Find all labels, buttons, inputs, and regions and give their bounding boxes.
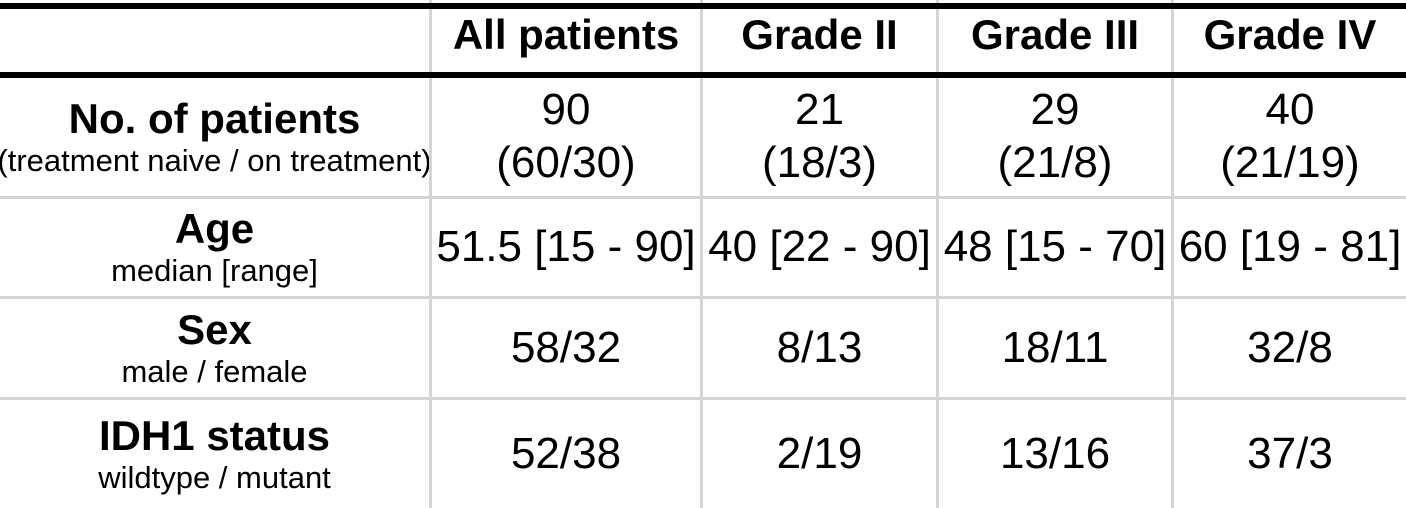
- row-label-main: No. of patients: [68, 94, 361, 142]
- cell-value: 58/32: [510, 322, 622, 372]
- cell-value-line1: 40: [1265, 85, 1315, 135]
- cell-sex-all: 58/32: [429, 296, 700, 397]
- row-label-no-of-patients: No. of patients (treatment naive / on tr…: [0, 78, 432, 196]
- cell-value: 51.5 [15 - 90]: [436, 222, 696, 272]
- row-label-sub: male / female: [121, 353, 308, 389]
- cell-idh1-grade-3: 13/16: [936, 397, 1171, 508]
- cell-value: 40 [22 - 90]: [708, 222, 931, 272]
- header-bottom-rule: [0, 72, 1406, 78]
- row-label-sex: Sex male / female: [0, 296, 429, 397]
- table-top-rule: [0, 3, 1406, 9]
- cell-age-all: 51.5 [15 - 90]: [429, 196, 700, 296]
- cell-value-line2: (60/30): [496, 138, 636, 187]
- cell-sex-grade-4: 32/8: [1171, 296, 1406, 397]
- cell-value: 52/38: [510, 428, 622, 478]
- cell-value-line2: (18/3): [762, 138, 877, 187]
- cell-sex-grade-2: 8/13: [700, 296, 936, 397]
- cell-sex-grade-3: 18/11: [936, 296, 1171, 397]
- col-header-grade-4: Grade IV: [1171, 0, 1406, 78]
- cell-patients-grade-3: 29 (21/8): [936, 78, 1171, 196]
- cell-value: 18/11: [1001, 322, 1109, 372]
- cell-value: 37/3: [1247, 428, 1333, 478]
- row-label-sub: (treatment naive / on treatment): [0, 142, 432, 178]
- cell-value-line2: (21/8): [997, 138, 1113, 187]
- cell-value: 60 [19 - 81]: [1178, 222, 1402, 272]
- row-label-main: IDH1 status: [98, 411, 331, 459]
- row-label-main: Sex: [177, 305, 252, 353]
- cell-patients-all: 90 (60/30): [429, 78, 700, 196]
- cell-age-grade-4: 60 [19 - 81]: [1171, 196, 1406, 296]
- cell-value: 2/19: [776, 428, 863, 478]
- cell-age-grade-3: 48 [15 - 70]: [936, 196, 1171, 296]
- row-label-main: Age: [174, 205, 255, 253]
- cell-value-line1: 21: [795, 85, 844, 135]
- cell-patients-grade-2: 21 (18/3): [700, 78, 936, 196]
- cell-idh1-all: 52/38: [429, 397, 700, 508]
- cell-value: 32/8: [1247, 322, 1333, 372]
- row-label-age: Age median [range]: [0, 196, 429, 296]
- row-label-idh1-status: IDH1 status wildtype / mutant: [0, 397, 429, 508]
- cell-value-line1: 90: [541, 85, 591, 135]
- cell-idh1-grade-4: 37/3: [1171, 397, 1406, 508]
- cell-value: 8/13: [776, 322, 863, 372]
- col-header-grade-3: Grade III: [936, 0, 1171, 78]
- cell-value-line1: 29: [1030, 85, 1080, 135]
- col-header-empty: [0, 0, 429, 78]
- row-label-sub: wildtype / mutant: [98, 459, 331, 495]
- cell-value: 13/16: [999, 428, 1111, 478]
- cell-patients-grade-4: 40 (21/19): [1171, 78, 1406, 196]
- row-label-sub: median [range]: [111, 253, 318, 289]
- cell-value-line2: (21/19): [1220, 138, 1360, 187]
- cell-idh1-grade-2: 2/19: [700, 397, 936, 508]
- cell-value: 48 [15 - 70]: [943, 222, 1167, 272]
- col-header-all-patients: All patients: [429, 0, 700, 78]
- cell-age-grade-2: 40 [22 - 90]: [700, 196, 936, 296]
- col-header-grade-2: Grade II: [700, 0, 936, 78]
